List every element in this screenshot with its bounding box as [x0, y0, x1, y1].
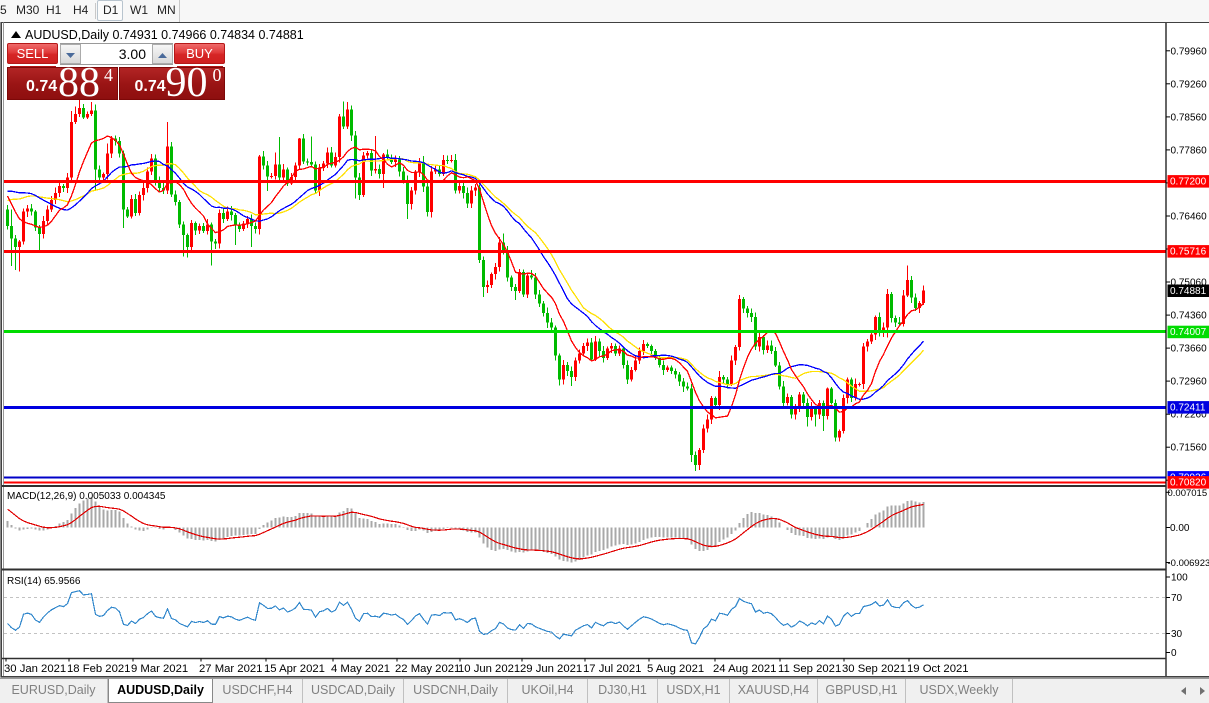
svg-text:0.76460: 0.76460: [1171, 212, 1208, 223]
svg-text:0.74881: 0.74881: [1170, 286, 1207, 297]
svg-text:0.007015: 0.007015: [1168, 488, 1208, 499]
svg-text:RSI(14) 65.9566: RSI(14) 65.9566: [7, 576, 81, 587]
svg-text:0.75060: 0.75060: [1171, 278, 1208, 289]
svg-text:30 Jan 2021: 30 Jan 2021: [4, 663, 66, 675]
svg-text:5 Aug 2021: 5 Aug 2021: [647, 663, 704, 675]
svg-text:0.70820: 0.70820: [1170, 478, 1207, 489]
svg-text:100: 100: [1171, 573, 1188, 584]
svg-text:9 Mar 2021: 9 Mar 2021: [131, 663, 188, 675]
svg-text:0.72260: 0.72260: [1171, 410, 1208, 421]
svg-text:0.77860: 0.77860: [1171, 145, 1208, 156]
svg-text:29 Jun 2021: 29 Jun 2021: [520, 663, 582, 675]
svg-text:19 Oct 2021: 19 Oct 2021: [907, 663, 969, 675]
svg-text:22 May 2021: 22 May 2021: [395, 663, 460, 675]
svg-text:15 Apr 2021: 15 Apr 2021: [264, 663, 325, 675]
svg-text:0.79260: 0.79260: [1171, 79, 1208, 90]
svg-text:24 Aug 2021: 24 Aug 2021: [713, 663, 776, 675]
svg-text:17 Jul 2021: 17 Jul 2021: [583, 663, 641, 675]
svg-text:0.79960: 0.79960: [1171, 46, 1208, 57]
svg-text:4 May 2021: 4 May 2021: [331, 663, 390, 675]
svg-text:AUDUSD,Daily 0.74931 0.74966: AUDUSD,Daily 0.74931 0.74966 0.74834 0.7…: [25, 28, 304, 42]
svg-text:30 Sep 2021: 30 Sep 2021: [842, 663, 906, 675]
svg-text:70: 70: [1171, 593, 1183, 604]
svg-text:0.72411: 0.72411: [1170, 403, 1206, 414]
svg-text:11 Sep 2021: 11 Sep 2021: [778, 663, 841, 675]
svg-text:27 Mar 2021: 27 Mar 2021: [199, 663, 262, 675]
svg-text:0.72960: 0.72960: [1171, 377, 1208, 388]
svg-text:0.77200: 0.77200: [1170, 177, 1207, 188]
svg-text:-0.006923: -0.006923: [1168, 558, 1209, 569]
svg-text:0: 0: [1171, 648, 1177, 659]
svg-text:0.78560: 0.78560: [1171, 112, 1208, 123]
svg-text:18 Feb 2021: 18 Feb 2021: [67, 663, 130, 675]
svg-text:0.73660: 0.73660: [1171, 344, 1208, 355]
svg-text:MACD(12,26,9) 0.005033 0.00434: MACD(12,26,9) 0.005033 0.004345: [7, 491, 166, 502]
svg-text:10 Jun 2021: 10 Jun 2021: [458, 663, 520, 675]
svg-text:0.74007: 0.74007: [1170, 327, 1207, 338]
svg-text:0.74360: 0.74360: [1171, 311, 1208, 322]
svg-text:30: 30: [1171, 629, 1183, 640]
svg-text:0.75716: 0.75716: [1170, 247, 1207, 258]
svg-text:0.71560: 0.71560: [1171, 443, 1208, 454]
svg-text:0.00: 0.00: [1170, 523, 1190, 534]
